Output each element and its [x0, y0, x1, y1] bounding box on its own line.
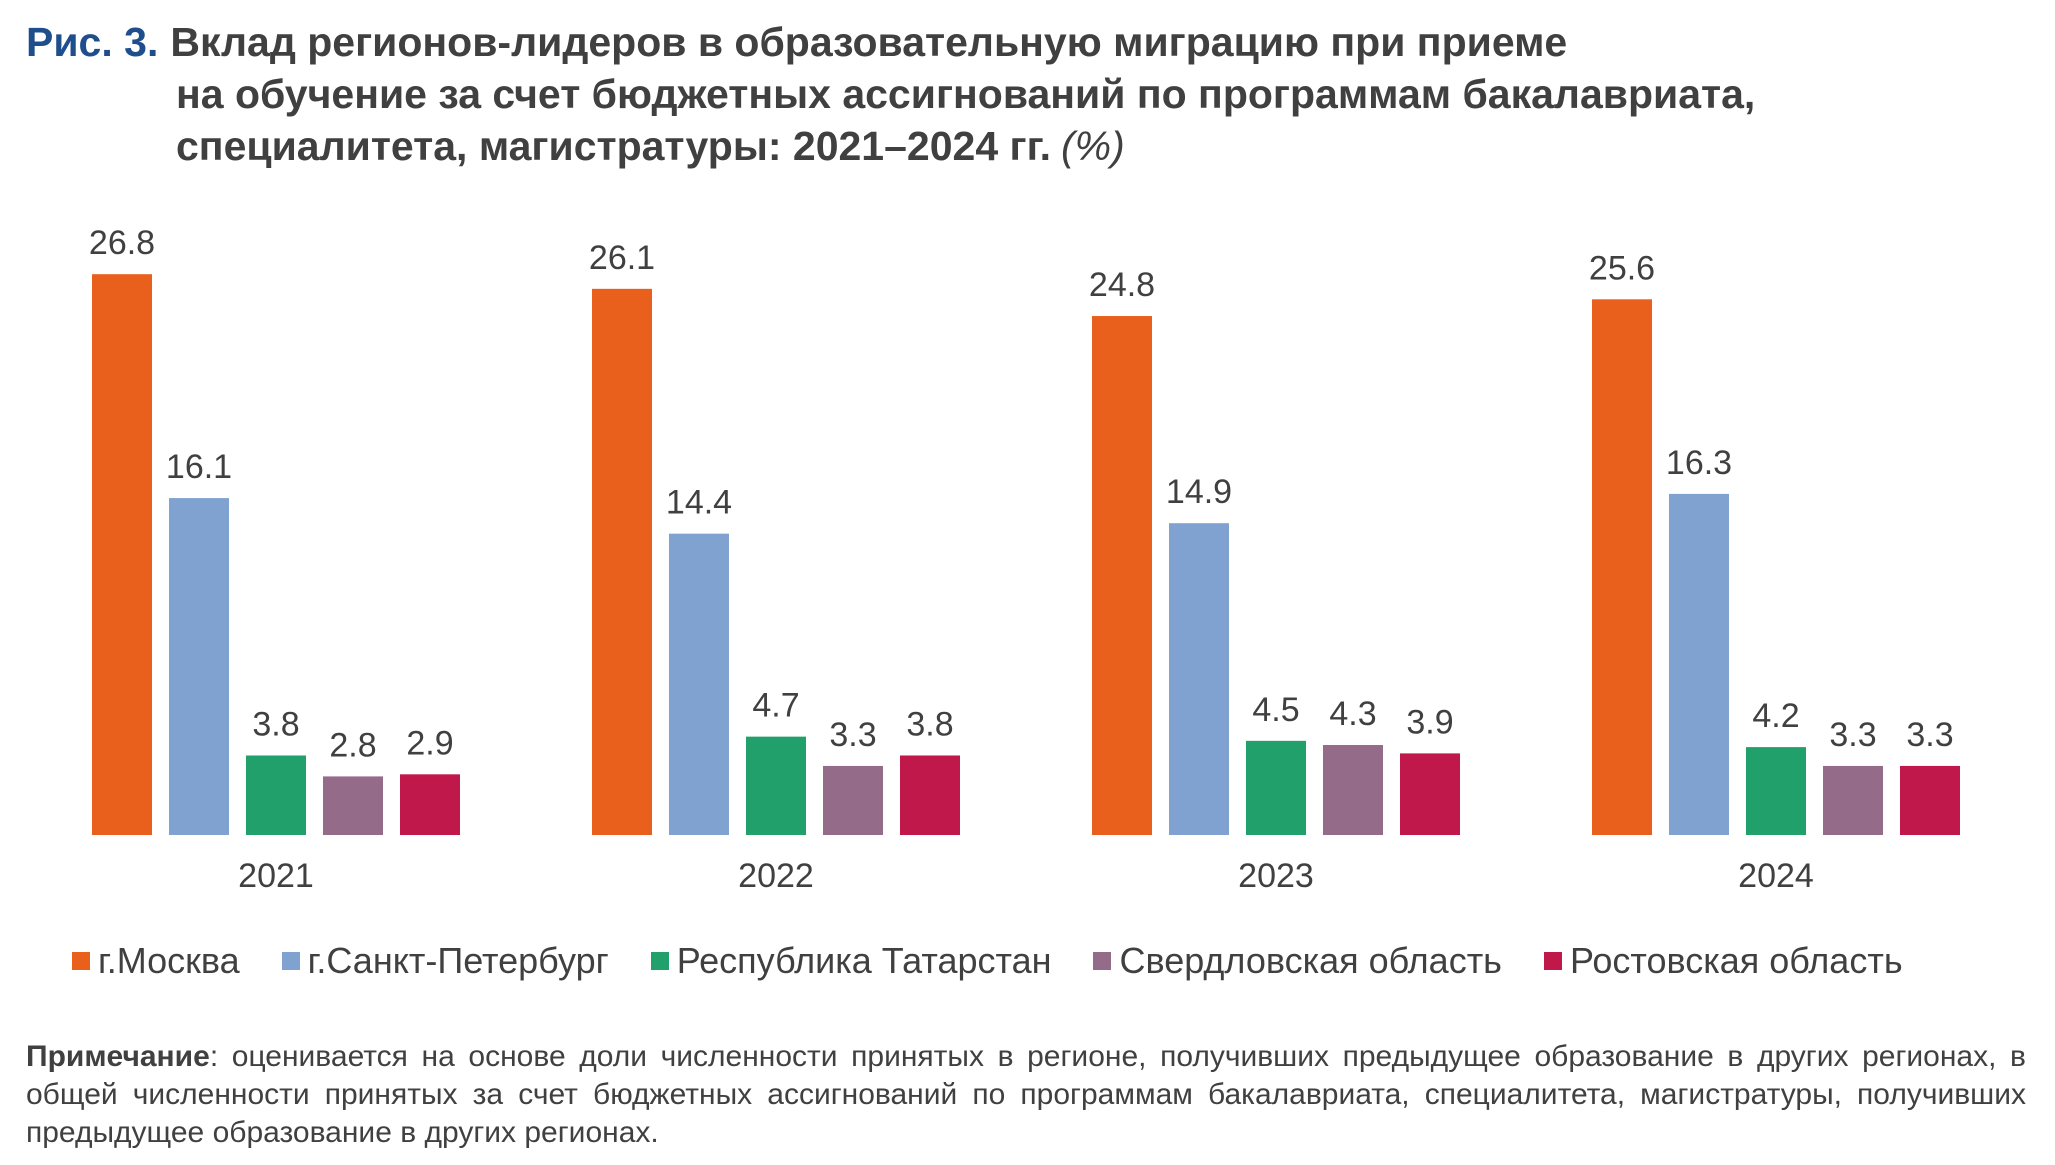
legend-item-2: г.Санкт-Петербург — [281, 940, 609, 982]
bar-2021-5 — [400, 774, 460, 835]
legend-item-4: Свердловская область — [1093, 940, 1502, 982]
data-label-2024-4: 3.3 — [1829, 716, 1876, 754]
bar-2023-4 — [1323, 745, 1383, 835]
bar-2022-1 — [592, 288, 652, 835]
bar-2021-1 — [92, 274, 152, 835]
x-tick-label-2023: 2023 — [1238, 857, 1314, 895]
bar-2022-3 — [746, 736, 806, 835]
note-label: Примечание — [26, 1040, 210, 1073]
x-tick-label-2021: 2021 — [238, 857, 314, 895]
legend-item-5: Ростовская область — [1543, 940, 1903, 982]
bar-2024-2 — [1669, 493, 1729, 835]
figure-title: Рис. 3. Вклад регионов-лидеров в образова… — [26, 16, 2026, 172]
title-line-2: на обучение за счет бюджетных ассигнован… — [176, 71, 1756, 117]
legend-label: Свердловская область — [1119, 940, 1502, 981]
data-label-2024-3: 4.2 — [1752, 697, 1799, 735]
data-label-2022-3: 4.7 — [752, 687, 799, 725]
legend-swatch — [1093, 952, 1112, 970]
legend-label: Ростовская область — [1569, 940, 1903, 981]
legend-label: г.Санкт-Петербург — [307, 940, 609, 981]
legend-item-3: Республика Татарстан — [650, 940, 1052, 982]
bar-2022-5 — [900, 755, 960, 835]
bar-2024-1 — [1592, 299, 1652, 836]
legend-item-1: г.Москва — [72, 940, 240, 982]
data-label-2022-4: 3.3 — [829, 716, 876, 754]
data-label-2022-2: 14.4 — [666, 484, 732, 522]
bar-2021-2 — [169, 498, 229, 835]
data-label-2023-4: 4.3 — [1329, 695, 1376, 733]
data-label-2021-3: 3.8 — [252, 705, 299, 743]
bar-2024-4 — [1823, 765, 1883, 835]
bar-chart: 26.8 16.1 3.8 2.8 2.9 2021 26.1 14.4 4.7 3.3 3.8 20… — [89, 224, 1960, 895]
data-label-2021-4: 2.8 — [329, 726, 376, 764]
data-label-2022-5: 3.8 — [906, 705, 953, 743]
bar-2023-5 — [1400, 753, 1460, 835]
data-label-2023-2: 14.9 — [1166, 473, 1232, 511]
data-label-2021-5: 2.9 — [406, 724, 453, 762]
title-line-1: Вклад регионов-лидеров в образовательную… — [170, 19, 1568, 65]
x-tick-label-2022: 2022 — [738, 857, 814, 895]
bar-2024-5 — [1900, 765, 1960, 835]
legend-swatch — [650, 952, 669, 970]
data-label-2024-2: 16.3 — [1666, 444, 1732, 482]
data-label-2021-1: 26.8 — [89, 224, 155, 262]
legend-label: Республика Татарстан — [676, 940, 1052, 981]
data-label-2024-1: 25.6 — [1589, 249, 1655, 287]
data-label-2023-3: 4.5 — [1252, 691, 1299, 729]
data-label-2024-5: 3.3 — [1906, 716, 1953, 754]
data-label-2021-2: 16.1 — [166, 448, 232, 486]
bar-2022-4 — [823, 765, 883, 835]
title-unit: (%) — [1060, 123, 1125, 169]
x-tick-label-2024: 2024 — [1738, 857, 1814, 895]
bar-2021-4 — [323, 776, 383, 835]
title-line-3: специалитета, магистратуры: 2021–2024 гг… — [176, 123, 1051, 169]
legend-swatch — [281, 952, 300, 970]
bar-2023-1 — [1092, 316, 1152, 835]
legend-swatch — [72, 952, 90, 970]
chart-note: Примечание: оценивается на основе доли ч… — [26, 1038, 2026, 1152]
data-label-2023-5: 3.9 — [1406, 703, 1453, 741]
bar-2024-3 — [1746, 747, 1806, 835]
legend-label: г.Москва — [98, 940, 240, 981]
note-text: : оценивается на основе доли численности… — [26, 1040, 2026, 1149]
bar-2023-3 — [1246, 740, 1306, 835]
bar-2023-2 — [1169, 523, 1229, 835]
data-label-2022-1: 26.1 — [589, 239, 655, 277]
data-label-2023-1: 24.8 — [1089, 266, 1155, 304]
legend-swatch — [1543, 952, 1562, 970]
chart-legend: г.Москва г.Санкт-Петербург Республика Тата… — [72, 940, 1945, 982]
bar-2021-3 — [246, 755, 306, 835]
figure-label: Рис. 3. — [26, 19, 159, 65]
bar-2022-2 — [669, 533, 729, 835]
